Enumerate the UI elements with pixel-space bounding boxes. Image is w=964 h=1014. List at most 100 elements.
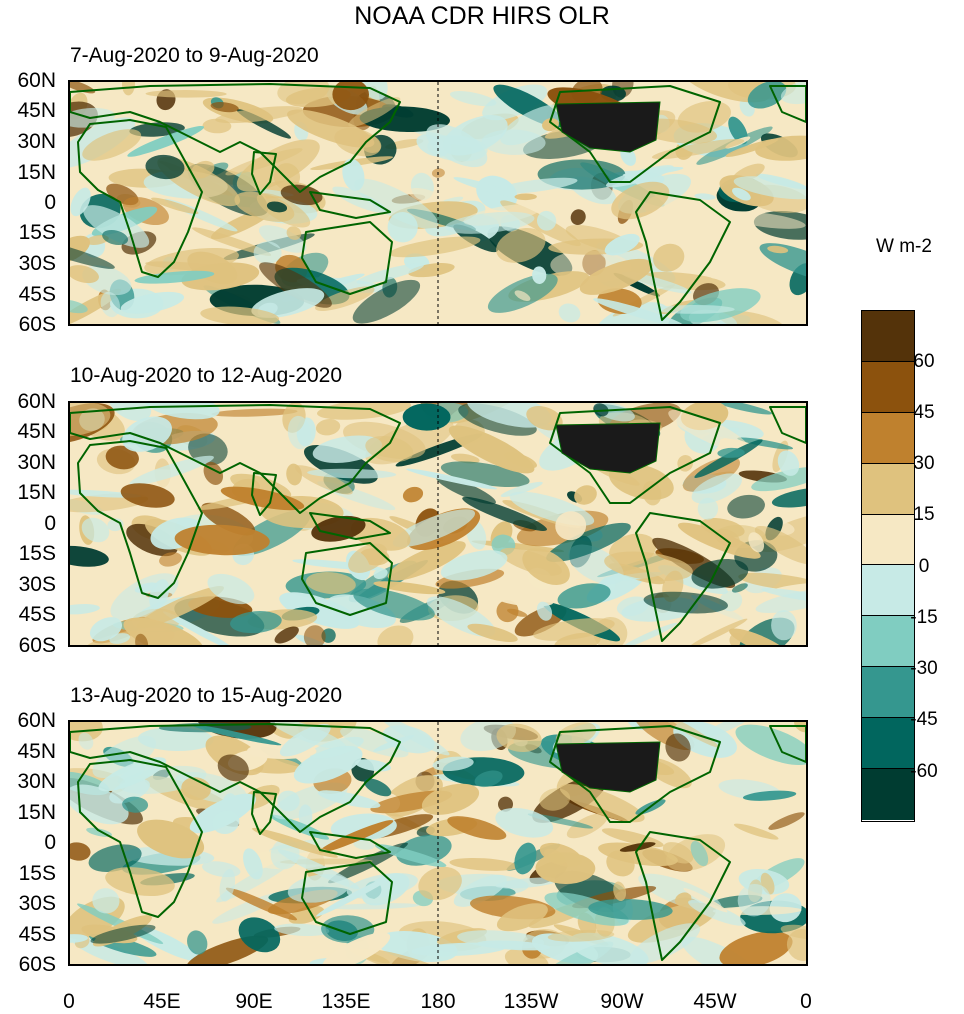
anomaly-blob — [432, 756, 474, 772]
anomaly-blob — [70, 238, 115, 269]
anomaly-blob — [287, 415, 311, 450]
anomaly-blob — [683, 888, 728, 913]
anomaly-blob — [771, 487, 806, 508]
lon-label: 0 — [800, 990, 812, 1013]
coastline-path — [301, 542, 393, 616]
colorbar-unit-label: W m-2 — [876, 236, 932, 257]
lat-label: 45S — [18, 923, 56, 946]
anomaly-blob — [402, 486, 424, 503]
anomaly-blob — [92, 735, 157, 779]
anomaly-blob — [718, 310, 786, 324]
colorbar-box — [862, 718, 914, 770]
anomaly-blob — [547, 929, 615, 942]
anomaly-blob — [733, 823, 779, 840]
us-state-borders — [555, 741, 661, 793]
anomaly-blob — [453, 874, 507, 907]
anomaly-blob — [212, 891, 285, 924]
anomaly-blob — [717, 447, 745, 458]
coastline-path — [769, 725, 806, 763]
colorbar-tick-label: 15 — [913, 504, 935, 525]
anomaly-blob — [751, 467, 806, 492]
anomaly-blob — [274, 626, 299, 644]
lat-label: 60S — [18, 634, 56, 657]
anomaly-blob — [70, 265, 99, 284]
anomaly-blob — [690, 841, 709, 867]
anomaly-blob — [496, 903, 548, 932]
anomaly-blob — [418, 866, 462, 901]
anomaly-blob — [448, 425, 535, 474]
anomaly-blob — [440, 461, 530, 488]
anomaly-blob — [353, 840, 375, 850]
anomaly-blob — [279, 723, 331, 757]
anomaly-blob — [149, 579, 170, 610]
anomaly-blob — [442, 115, 508, 156]
coastline-path — [309, 512, 391, 540]
anomaly-blob — [89, 617, 123, 642]
anomaly-blob — [449, 91, 497, 107]
anomaly-blob — [719, 931, 793, 964]
olr-anomaly-field-2 — [70, 403, 806, 645]
anomaly-blob — [522, 548, 570, 585]
panel-2-title: 10-Aug-2020 to 12-Aug-2020 — [70, 364, 343, 387]
anomaly-blob — [145, 154, 185, 180]
anomaly-blob — [710, 271, 762, 280]
anomaly-blob — [694, 439, 763, 478]
lat-label: 45N — [17, 740, 56, 763]
anomaly-blob — [98, 757, 167, 792]
anomaly-blob — [102, 229, 129, 246]
anomaly-blob — [392, 509, 476, 548]
anomaly-blob — [311, 515, 366, 542]
lat-label: 15S — [18, 862, 56, 885]
anomaly-blob — [120, 483, 175, 508]
anomaly-blob — [211, 408, 298, 417]
anomaly-blob — [373, 581, 446, 595]
coastline-path — [309, 191, 391, 219]
panel-2-map — [68, 401, 808, 647]
anomaly-blob — [500, 104, 566, 146]
anomaly-blob — [191, 724, 282, 746]
anomaly-blob — [70, 842, 91, 861]
anomaly-blob — [445, 211, 535, 234]
anomaly-blob — [768, 812, 805, 830]
anomaly-blob — [500, 481, 543, 497]
anomaly-blob — [544, 892, 629, 926]
anomaly-blob — [477, 940, 551, 951]
anomaly-blob — [622, 166, 684, 177]
anomaly-blob — [219, 869, 236, 902]
anomaly-blob — [109, 778, 150, 804]
anomaly-blob — [238, 917, 281, 953]
anomaly-blob — [303, 625, 326, 645]
map-title: NOAA CDR HIRS OLR — [354, 2, 610, 30]
anomaly-blob — [496, 723, 542, 753]
colorbar-box — [862, 361, 914, 413]
anomaly-blob — [215, 106, 303, 124]
anomaly-blob — [305, 572, 356, 595]
coastline-path — [769, 406, 806, 444]
coastline-path — [635, 512, 731, 642]
anomaly-blob — [181, 262, 260, 291]
lat-label: 30S — [18, 252, 56, 275]
anomaly-blob — [681, 82, 771, 103]
anomaly-blob — [436, 475, 496, 505]
panel-1-map — [68, 80, 808, 326]
anomaly-blob — [217, 754, 249, 782]
anomaly-blob — [416, 134, 449, 157]
colorbar-tick-label: -60 — [910, 761, 938, 782]
lat-label: 60N — [17, 709, 56, 732]
lon-label: 180 — [420, 990, 456, 1013]
us-state-borders — [555, 422, 661, 474]
anomaly-blob — [771, 610, 797, 641]
anomaly-blob — [352, 279, 421, 324]
anomaly-blob — [569, 932, 649, 964]
anomaly-blob — [312, 435, 383, 463]
anomaly-blob — [514, 193, 537, 201]
colorbar-tick-label: 45 — [913, 402, 935, 423]
lat-label: 60N — [17, 390, 56, 413]
colorbar-box — [862, 412, 914, 464]
anomaly-blob — [220, 486, 305, 511]
coastline-path — [70, 404, 401, 514]
anomaly-blob — [526, 405, 563, 431]
anomaly-blob — [307, 468, 397, 479]
anomaly-blob — [467, 623, 518, 643]
lat-label: 60S — [18, 313, 56, 336]
